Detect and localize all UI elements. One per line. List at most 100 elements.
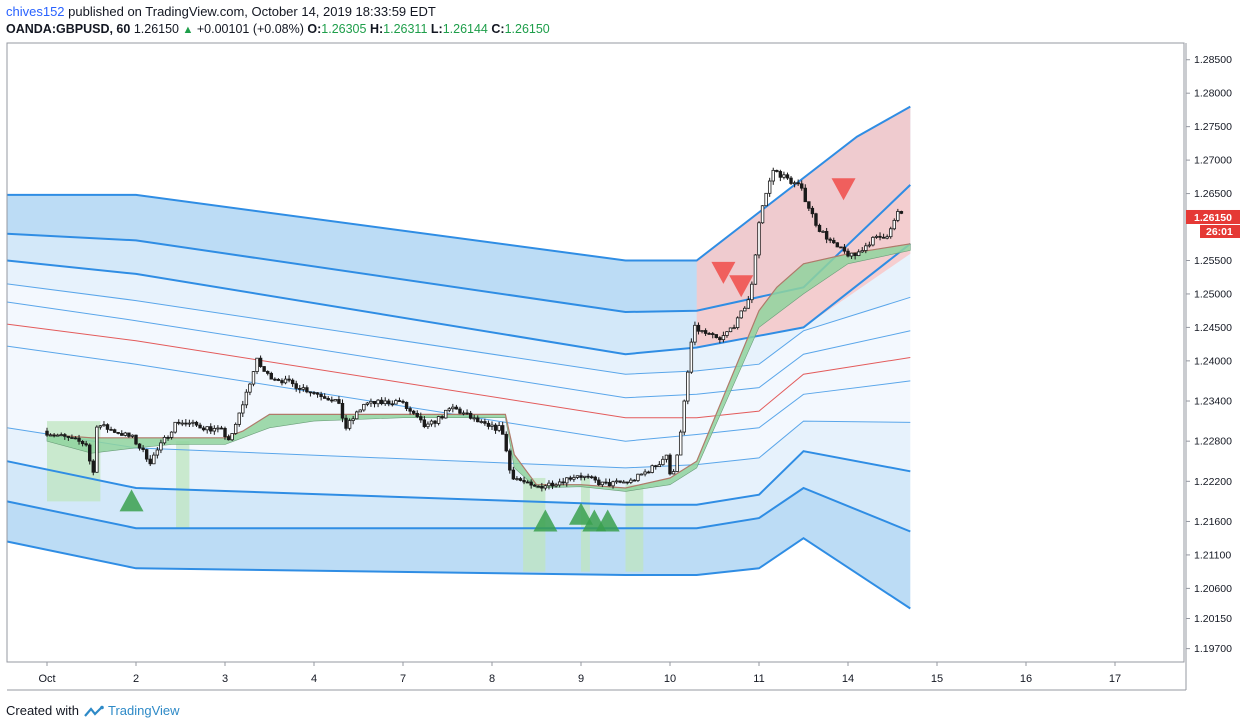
candle-body	[258, 357, 263, 367]
candle-body	[440, 416, 444, 419]
x-tick-label: 10	[664, 673, 676, 685]
high-value: 1.26311	[383, 22, 428, 36]
candle-body	[654, 465, 658, 468]
candle-body	[657, 464, 662, 468]
candle-body	[116, 432, 120, 434]
candle-body	[290, 379, 295, 385]
candle-body	[191, 421, 195, 424]
band-line-basis	[6, 323, 911, 419]
author-link[interactable]: chives152	[6, 4, 65, 19]
band-line-outer-upper	[7, 105, 911, 262]
candle-body	[112, 429, 117, 433]
candle-body	[757, 222, 761, 256]
candle-body	[379, 399, 384, 405]
chart-frame	[6, 42, 1187, 691]
y-tick-label: 1.20150	[1194, 613, 1232, 625]
candle-body	[835, 242, 840, 248]
candle-body	[305, 387, 309, 393]
candle-body	[810, 207, 815, 215]
candle-body	[735, 317, 740, 329]
candle-body	[401, 400, 405, 403]
buy-signal-arrow-icon	[119, 489, 144, 512]
candle-body	[458, 408, 462, 414]
candle-body	[646, 471, 651, 474]
candle-body	[565, 477, 569, 484]
candle-body	[561, 481, 565, 484]
candle-body	[120, 433, 124, 436]
candle-body	[134, 434, 138, 445]
x-tick-label: Oct	[38, 673, 55, 685]
band-fill-inner-lower	[7, 451, 911, 532]
y-tick-label: 1.23400	[1194, 396, 1232, 408]
candle-body	[878, 235, 882, 238]
candle-body	[500, 425, 505, 435]
candle-body	[411, 410, 416, 414]
candle-body	[693, 324, 697, 343]
candle-body	[636, 473, 640, 481]
candle-body	[725, 331, 729, 336]
candle-body	[864, 245, 868, 251]
candle-body	[180, 422, 184, 425]
candle-body	[233, 423, 238, 434]
symbol-label: OANDA:GBPUSD, 60	[6, 22, 131, 36]
y-tick-label: 1.28000	[1194, 88, 1232, 100]
candle-body	[397, 400, 402, 402]
candle-body	[750, 283, 754, 301]
candle-body	[892, 219, 896, 230]
band-line-near-upper	[6, 283, 911, 375]
candle-body	[572, 477, 576, 480]
candle-body	[856, 251, 861, 256]
candle-body	[337, 399, 341, 404]
candle-body	[70, 437, 74, 439]
buy-zone-2	[176, 441, 190, 529]
candle-body	[493, 424, 498, 431]
candle-body	[376, 399, 380, 405]
candle-body	[771, 169, 775, 182]
candle-body	[294, 383, 298, 389]
candle-body	[144, 449, 149, 460]
candle-body	[262, 366, 266, 372]
candle-body	[689, 341, 694, 373]
buy-signal-arrow-icon	[595, 509, 620, 532]
candle-body	[796, 182, 800, 185]
time-axis[interactable]: Oct 2 3 4 7 8 9 10 11 14 15 16 17	[38, 662, 1121, 685]
candle-body	[871, 236, 875, 246]
candle-body	[853, 252, 857, 256]
candle-body	[607, 482, 612, 487]
candle-body	[461, 412, 466, 415]
candle-body	[739, 310, 743, 319]
candle-body	[533, 484, 537, 487]
candle-body	[55, 434, 60, 437]
candle-body	[216, 427, 220, 430]
candle-body	[241, 404, 245, 414]
candle-body	[582, 475, 587, 478]
candle-body	[760, 205, 765, 224]
candle-body	[102, 424, 106, 427]
candle-body	[280, 380, 284, 384]
candle-body	[223, 427, 227, 438]
candle-body	[789, 177, 793, 184]
tradingview-brand[interactable]: TradingView	[108, 703, 180, 718]
candle-body	[383, 400, 387, 405]
y-tick-label: 1.20600	[1194, 583, 1232, 595]
y-tick-label: 1.27500	[1194, 121, 1232, 133]
x-tick-label: 9	[578, 673, 584, 685]
low-value: 1.26144	[442, 22, 488, 36]
candle-body	[678, 431, 683, 456]
candle-body	[807, 201, 811, 209]
ma-fast-line	[46, 243, 911, 489]
candle-body	[743, 307, 747, 312]
candle-body	[141, 447, 145, 451]
candle-body	[711, 333, 715, 335]
buy-zone-4	[581, 477, 590, 572]
candle-body	[429, 420, 434, 425]
price-axis[interactable]: 1.28500 1.28000 1.27500 1.27000 1.26500 1.255…	[1186, 54, 1240, 655]
candle-body	[611, 481, 615, 487]
candle-body	[436, 416, 441, 424]
candle-body	[369, 400, 373, 404]
candle-body	[814, 213, 818, 226]
candle-body	[95, 426, 99, 473]
candle-body	[315, 392, 320, 395]
close-label: C:	[491, 22, 505, 36]
